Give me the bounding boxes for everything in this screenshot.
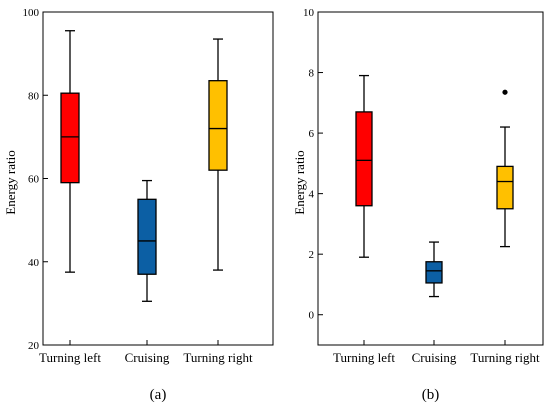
panel-b-box xyxy=(425,261,443,284)
panel-a-category-label: Turning left xyxy=(39,350,101,365)
panel-a-y-tick-label: 60 xyxy=(28,174,40,186)
panel-b-y-tick-label: 0 xyxy=(309,310,315,322)
panel-b-y-tick-label: 8 xyxy=(309,68,315,80)
panel-a-box xyxy=(137,198,157,275)
panel-b-y-tick-label: 10 xyxy=(303,7,315,19)
panel-b-y-axis-title: Energy ratio xyxy=(292,150,307,214)
panel-b-box xyxy=(355,111,373,207)
panel-b-category-label: Cruising xyxy=(412,350,457,365)
panel-b-category-label: Turning right xyxy=(470,350,540,365)
panel-a-category-label: Turning right xyxy=(183,350,253,365)
panel-a-y-axis-title: Energy ratio xyxy=(3,150,18,214)
panel-b-axes-frame xyxy=(317,11,544,346)
panel-b-y-tick-label: 6 xyxy=(309,128,315,140)
panel-a-y-tick-label: 40 xyxy=(28,257,40,269)
panel-a-box xyxy=(60,92,80,184)
panel-a-y-tick-label: 20 xyxy=(28,340,40,352)
panel-b-box xyxy=(496,165,514,210)
panel-b-label: (b) xyxy=(422,387,440,403)
panel-a-box xyxy=(208,80,228,171)
panel-b-y-tick-label: 2 xyxy=(309,249,315,261)
panel-b-category-label: Turning left xyxy=(333,350,395,365)
panel-b-outlier-point xyxy=(502,89,508,95)
panel-a-category-label: Cruising xyxy=(125,350,170,365)
panel-a-y-tick-label: 100 xyxy=(23,7,40,19)
panel-b-y-tick-label: 4 xyxy=(309,189,315,201)
panel-a-label: (a) xyxy=(150,387,167,403)
panel-a-y-tick-label: 80 xyxy=(28,90,40,102)
